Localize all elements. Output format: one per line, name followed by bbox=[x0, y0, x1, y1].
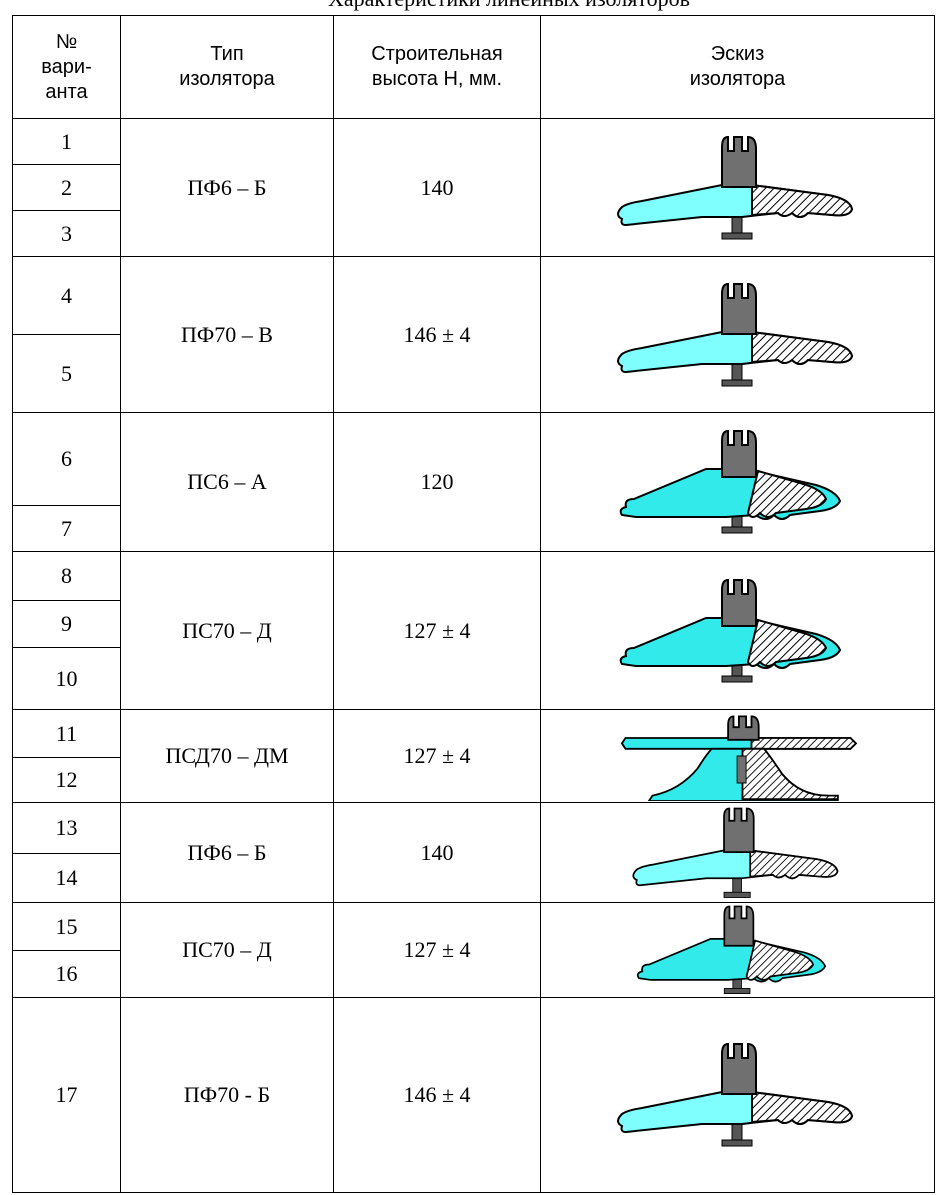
insulator-sketch bbox=[620, 715, 857, 801]
insulator-sketch bbox=[608, 576, 868, 686]
insulator-sketch bbox=[608, 133, 868, 243]
row: 17 ПФ70 - Б 146 ± 4 bbox=[12, 997, 935, 1193]
variant: 6 bbox=[12, 412, 121, 506]
header-line: Строительная bbox=[371, 43, 503, 65]
header-line: анта bbox=[45, 80, 88, 103]
height: 140 bbox=[333, 802, 541, 903]
row: 16 bbox=[12, 950, 935, 998]
row: 8 ПС70 – Д 127 ± 4 bbox=[12, 551, 935, 710]
header-cell: Строительная высота Н, мм. bbox=[333, 15, 541, 119]
variant: 5 bbox=[12, 334, 121, 413]
type: ПСД70 – ДМ bbox=[120, 709, 334, 803]
insulator-sketch bbox=[608, 427, 868, 537]
variant: 17 bbox=[12, 997, 121, 1193]
variant: 15 bbox=[12, 902, 121, 951]
variant: 9 bbox=[12, 600, 121, 648]
height: 146 ± 4 bbox=[333, 256, 541, 413]
variant: 10 bbox=[12, 647, 121, 710]
header-line: высота Н, мм. bbox=[371, 68, 503, 90]
insulator-sketch bbox=[608, 1030, 868, 1160]
row: 10 bbox=[12, 647, 935, 710]
type: ПС6 – А bbox=[120, 412, 334, 552]
row: 14 bbox=[12, 853, 935, 903]
header-line: изолятора bbox=[689, 68, 786, 90]
header-line: изолятора bbox=[179, 68, 275, 90]
type: ПФ6 – Б bbox=[120, 118, 334, 257]
variant: 16 bbox=[12, 950, 121, 998]
sketch bbox=[540, 118, 935, 257]
table: № вари-анта Тип изолятора Строительная высо… bbox=[12, 15, 935, 1193]
row: 11 ПСД70 – ДМ 127 ± 4 bbox=[12, 709, 935, 803]
type: ПС70 – Д bbox=[120, 902, 334, 998]
header-row: № вари-анта Тип изолятора Строительная высо… bbox=[12, 15, 935, 119]
variant: 14 bbox=[12, 853, 121, 903]
row: 13 ПФ6 – Б 140 bbox=[12, 802, 935, 903]
height: 127 ± 4 bbox=[333, 551, 541, 710]
sketch bbox=[540, 709, 935, 803]
row: 2 bbox=[12, 164, 935, 211]
sketch bbox=[540, 551, 935, 710]
sketch bbox=[540, 997, 935, 1193]
type: ПФ70 – В bbox=[120, 256, 334, 413]
insulator-sketch bbox=[608, 280, 868, 390]
header-line: Тип bbox=[210, 43, 244, 65]
height: 127 ± 4 bbox=[333, 902, 541, 998]
variant: 2 bbox=[12, 164, 121, 211]
type: ПС70 – Д bbox=[120, 551, 334, 710]
header-line: Эскиз bbox=[710, 43, 765, 65]
height: 146 ± 4 bbox=[333, 997, 541, 1193]
row: 15 ПС70 – Д 127 ± 4 bbox=[12, 902, 935, 998]
row: 1 ПФ6 – Б 140 bbox=[12, 118, 935, 257]
variant: 1 bbox=[12, 118, 121, 165]
variant: 7 bbox=[12, 505, 121, 552]
header-cell: Эскиз изолятора bbox=[540, 15, 935, 119]
variant: 8 bbox=[12, 551, 121, 601]
type: ПФ6 – Б bbox=[120, 802, 334, 903]
height: 127 ± 4 bbox=[333, 709, 541, 803]
insulator-sketch bbox=[618, 903, 858, 997]
row: 4 ПФ70 – В 146 ± 4 bbox=[12, 256, 935, 413]
variant: 3 bbox=[12, 210, 121, 257]
header-line: № bbox=[55, 30, 78, 53]
row: 6 ПС6 – А 120 bbox=[12, 412, 935, 552]
variant: 11 bbox=[12, 709, 121, 758]
sketch bbox=[540, 802, 935, 903]
header-cell: Тип изолятора bbox=[120, 15, 334, 119]
header-line: вари- bbox=[41, 55, 92, 78]
height: 120 bbox=[333, 412, 541, 552]
height: 140 bbox=[333, 118, 541, 257]
sketch bbox=[540, 256, 935, 413]
header-cell: № вари-анта bbox=[12, 15, 121, 119]
variant: 13 bbox=[12, 802, 121, 854]
sketch bbox=[540, 902, 935, 998]
title: Характеристики линейных изоляторов bbox=[0, 0, 948, 12]
type: ПФ70 - Б bbox=[120, 997, 334, 1193]
variant: 12 bbox=[12, 757, 121, 803]
sketch bbox=[540, 412, 935, 552]
variant: 4 bbox=[12, 256, 121, 335]
insulator-sketch bbox=[618, 805, 858, 901]
row: 9 bbox=[12, 600, 935, 648]
